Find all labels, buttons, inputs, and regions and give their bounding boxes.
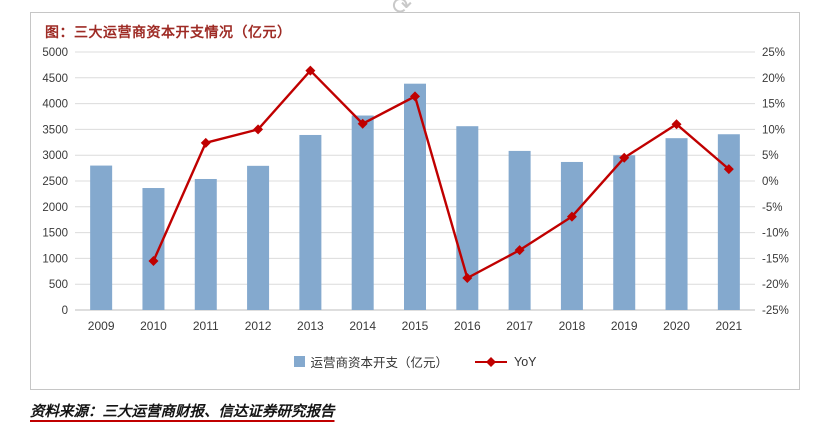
svg-text:2021: 2021 [715,319,742,333]
svg-text:15%: 15% [762,99,785,111]
svg-text:4000: 4000 [42,99,68,111]
svg-text:2500: 2500 [42,176,68,188]
svg-text:2013: 2013 [297,319,324,333]
svg-text:4500: 4500 [42,73,68,85]
svg-text:1500: 1500 [42,228,68,240]
svg-text:0: 0 [62,305,68,317]
chart-legend: 运营商资本开支（亿元） YoY [31,352,799,371]
legend-yoy-marker [475,356,508,367]
svg-text:2010: 2010 [140,319,167,333]
svg-text:2012: 2012 [245,319,272,333]
legend-bar-label: 运营商资本开支（亿元） [310,356,449,370]
svg-text:-10%: -10% [762,228,789,240]
svg-text:10%: 10% [762,124,785,136]
svg-text:-15%: -15% [762,253,789,265]
legend-yoy-label: YoY [514,354,537,369]
legend-bar-swatch [293,356,305,367]
chart-container: 图：三大运营商资本开支情况（亿元） 5000 25% 4500 20% 4000 15% 3… [30,12,800,390]
chart-title: 图：三大运营商资本开支情况（亿元） [45,24,292,40]
svg-text:2018: 2018 [559,319,586,333]
svg-text:25%: 25% [762,47,785,59]
svg-text:-5%: -5% [762,202,782,214]
svg-text:5000: 5000 [42,47,68,59]
legend-item-yoy: YoY [474,354,537,369]
capex-chart: 5000 25%4500 20%4000 15%3500 10%3000 5%2500 0%… [42,47,789,333]
svg-text:2020: 2020 [663,319,690,333]
svg-text:1000: 1000 [42,253,68,265]
svg-text:5%: 5% [762,150,779,162]
legend-item-capex: 运营商资本开支（亿元） [293,352,449,371]
source-note: 资料来源：三大运营商财报、信达证券研究报告 [30,404,335,420]
svg-text:500: 500 [49,279,68,291]
svg-text:20%: 20% [762,73,785,85]
svg-text:2000: 2000 [42,202,68,214]
svg-text:2016: 2016 [454,319,481,333]
svg-text:2017: 2017 [506,319,533,333]
svg-text:3000: 3000 [42,150,68,162]
svg-text:2014: 2014 [349,319,376,333]
svg-text:2009: 2009 [88,319,115,333]
svg-text:0%: 0% [762,176,779,188]
svg-text:-25%: -25% [762,305,789,317]
svg-text:2011: 2011 [193,319,219,333]
svg-text:2019: 2019 [611,319,638,333]
svg-text:3500: 3500 [42,124,68,136]
legend-yoy-diamond [486,356,497,367]
svg-text:-20%: -20% [762,279,789,291]
svg-text:2015: 2015 [402,319,429,333]
